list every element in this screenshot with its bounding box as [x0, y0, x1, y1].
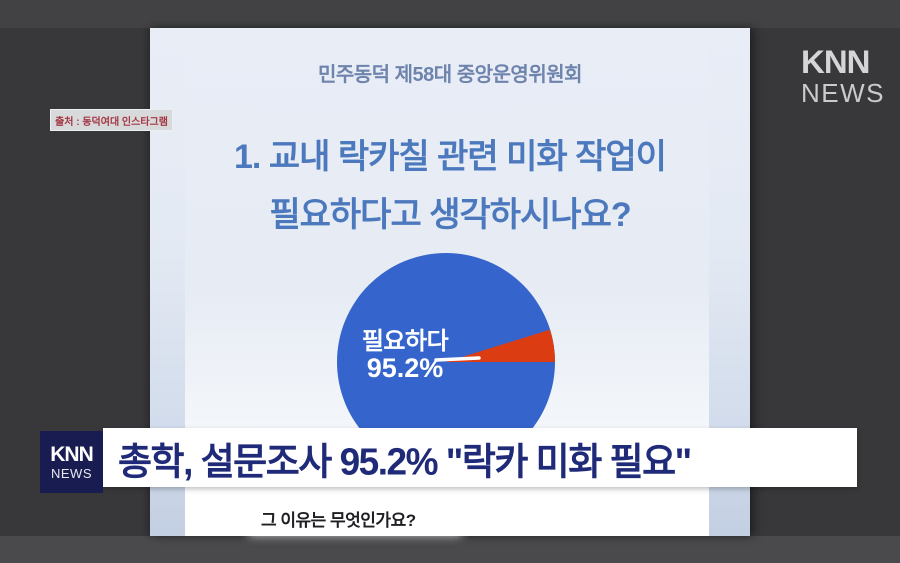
pie-label-leader-line	[434, 356, 481, 362]
headline-banner: 총학, 설문조사 95.2% "락카 미화 필요"	[103, 428, 857, 487]
survey-question-line2: 필요하다고 생각하시나요?	[269, 196, 631, 234]
survey-question-line1: 1. 교내 락카칠 관련 미화 작업이	[234, 138, 667, 176]
knn-logo-news-text: NEWS	[51, 466, 92, 481]
pie-chart	[337, 253, 555, 471]
pie-chart-svg	[337, 253, 555, 471]
knn-watermark-news-text: NEWS	[801, 78, 885, 108]
survey-question-title: 1. 교내 락카칠 관련 미화 작업이 필요하다고 생각하시나요?	[150, 128, 750, 244]
background-bottom-band	[0, 536, 900, 563]
knn-logo-text: KNN	[50, 443, 93, 466]
source-attribution-tag: 출처 : 동덕여대 인스타그램	[50, 109, 173, 131]
followup-question-text: 그 이유는 무엇인가요?	[261, 511, 416, 530]
knn-watermark-text: KNN	[801, 43, 871, 80]
pie-slice-minor	[446, 329, 555, 362]
pie-label-name: 필요하다	[361, 328, 449, 355]
banner-station-logo: KNN NEWS	[40, 431, 103, 493]
background-top-band	[0, 0, 900, 28]
headline-text: 총학, 설문조사 95.2% "락카 미화 필요"	[118, 440, 692, 482]
followup-question-strip: 그 이유는 무엇인가요?	[248, 502, 462, 535]
station-watermark-logo: KNN NEWS	[801, 45, 885, 106]
card-header-text: 민주동덕 제58대 중앙운영위원회	[317, 64, 583, 86]
source-attribution-text: 출처 : 동덕여대 인스타그램	[55, 116, 168, 128]
pie-label-percent: 95.2%	[366, 353, 444, 383]
survey-card: 민주동덕 제58대 중앙운영위원회 1. 교내 락카칠 관련 미화 작업이 필요…	[150, 28, 750, 536]
